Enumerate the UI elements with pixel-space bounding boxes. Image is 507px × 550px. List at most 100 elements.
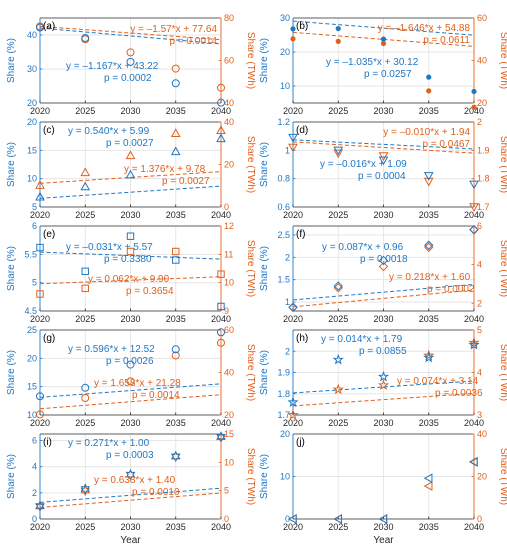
- left-fit-equation: y = –0.031*x + 5.57: [66, 242, 153, 253]
- left-fit-line: [293, 380, 474, 394]
- left-y-tick-label: 1: [285, 297, 290, 307]
- left-y-axis-title: Share (%): [6, 246, 17, 291]
- left-y-tick-label: 4.5: [24, 306, 37, 316]
- right-y-tick-label: 60: [477, 13, 487, 23]
- right-y-tick-label: 80: [224, 13, 234, 23]
- left-series-point: [217, 302, 225, 311]
- left-series-point: [333, 281, 343, 291]
- left-y-tick-label: 1.5: [277, 275, 290, 285]
- right-y-tick-label: 10: [224, 457, 234, 467]
- right-y-tick-label: 9: [224, 306, 229, 316]
- x-tick-label: 2030: [373, 210, 393, 220]
- x-tick-label: 2035: [419, 418, 439, 428]
- left-series-point: [468, 338, 480, 350]
- x-tick-label: 2030: [373, 418, 393, 428]
- right-series-point: [426, 88, 432, 94]
- right-series-point: [217, 338, 225, 347]
- left-y-tick-label: 10: [27, 410, 37, 420]
- left-series-point: [471, 88, 477, 95]
- left-series-point: [217, 98, 225, 107]
- left-y-tick-label: 1: [285, 145, 290, 155]
- x-tick-label: 2020: [283, 418, 303, 428]
- left-y-axis-title: Share (%): [259, 454, 270, 499]
- right-fit-line: [293, 141, 474, 154]
- right-y-axis-title: Share (TWh): [245, 240, 256, 297]
- x-tick-label: 2025: [328, 106, 348, 116]
- fit-lines: [40, 25, 221, 45]
- left-fit-line: [293, 139, 474, 150]
- x-tick-label: 2020: [283, 106, 303, 116]
- right-series-point: [36, 290, 44, 298]
- left-fit-p-value: p = 0.0003: [106, 450, 154, 461]
- left-y-tick-label: 5: [32, 202, 37, 212]
- left-series-point: [36, 23, 44, 32]
- left-series-point: [80, 483, 91, 495]
- x-tick-label: 2040: [211, 418, 231, 428]
- right-series-point: [333, 149, 344, 159]
- panel-label: (j): [296, 437, 305, 448]
- right-fit-line: [40, 394, 221, 410]
- right-series-point: [378, 152, 389, 162]
- left-fit-equation: y = 0.087*x + 0.96: [322, 242, 404, 253]
- x-tick-label: 2035: [166, 522, 186, 532]
- right-y-tick-label: 2: [477, 298, 482, 308]
- right-y-tick-label: 60: [224, 56, 234, 66]
- x-tick-label: 2040: [464, 314, 484, 324]
- right-y-axis-title: Share (TWh): [245, 32, 256, 89]
- right-series-point: [469, 203, 479, 213]
- panel-label: (d): [296, 125, 308, 136]
- right-y-tick-label: 2: [477, 117, 482, 127]
- left-series-point: [426, 74, 432, 80]
- left-fit-p-value: p = 0.0004: [358, 171, 406, 182]
- right-series-point: [172, 247, 180, 256]
- x-tick-label: 2025: [328, 210, 348, 220]
- right-fit-equation: y = 0.062*x + 9.90: [88, 274, 170, 285]
- right-fit-p-value: p = 0.0002: [427, 284, 475, 295]
- x-tick-label: 2030: [373, 106, 393, 116]
- left-y-tick-label: 25: [27, 325, 37, 335]
- right-fit-p-value: p = 0.0467: [422, 139, 470, 150]
- right-series-point: [36, 410, 44, 419]
- left-y-tick-label: 1.7: [277, 410, 290, 420]
- right-series-point: [380, 40, 387, 47]
- right-y-tick-label: 40: [477, 56, 487, 66]
- left-y-tick-label: 6: [32, 221, 37, 231]
- left-y-tick-label: 2: [32, 488, 37, 498]
- panel-e: 2020 2025 2030 2035 2040 4.5 5 5.5 6 9 10 11 12 Share…: [6, 221, 256, 324]
- left-series-point: [335, 25, 341, 32]
- right-fit-equation: y = 0.074*x + 3.14: [397, 376, 479, 387]
- left-series-point: [126, 360, 135, 369]
- left-y-tick-label: 20: [27, 117, 37, 127]
- left-y-tick-label: 5.5: [24, 249, 37, 259]
- x-tick-label: 2025: [75, 210, 95, 220]
- right-y-axis-title: Share (TWh): [245, 136, 256, 193]
- left-y-tick-label: 10: [280, 81, 290, 91]
- x-tick-label: 2030: [120, 418, 140, 428]
- left-y-tick-label: 4: [32, 462, 37, 472]
- right-fit-equation: y = 0.218*x + 1.60: [389, 272, 471, 283]
- right-fit-p-value: p = 0.0014: [132, 390, 180, 401]
- left-series-point: [81, 267, 89, 276]
- x-tick-label: 2040: [211, 522, 231, 532]
- right-y-tick-label: 11: [224, 249, 233, 259]
- right-fit-line: [40, 276, 221, 285]
- left-y-tick-label: 1.9: [277, 368, 290, 378]
- right-series-point: [378, 261, 389, 272]
- left-y-axis-title: Share (%): [259, 38, 270, 83]
- left-fit-equation: y = 0.014*x + 1.79: [321, 334, 403, 345]
- x-tick-label: 2020: [30, 522, 50, 532]
- left-series-point: [125, 169, 136, 179]
- left-y-tick-label: 2.5: [277, 230, 290, 240]
- left-series-point: [423, 172, 434, 181]
- right-y-axis-title: Share (TWh): [498, 136, 507, 193]
- left-series-point: [378, 514, 388, 524]
- x-tick-label: 2035: [419, 210, 439, 220]
- x-tick-label: 2025: [75, 106, 95, 116]
- right-series-point: [81, 394, 90, 402]
- left-y-axis-title: Share (%): [6, 38, 17, 83]
- right-y-tick-label: 4: [477, 368, 482, 378]
- right-y-tick-label: 3: [477, 410, 482, 420]
- left-y-tick-label: 20: [280, 47, 290, 57]
- right-y-tick-label: 5: [224, 486, 229, 496]
